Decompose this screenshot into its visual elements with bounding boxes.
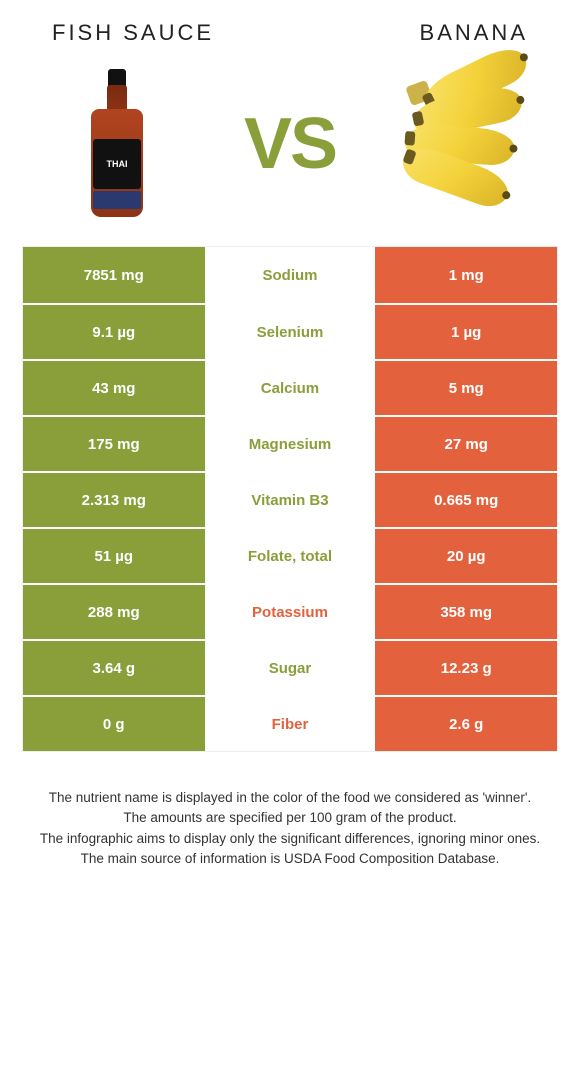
right-value: 1 mg: [375, 247, 557, 303]
right-value: 20 µg: [375, 527, 557, 583]
banana-image: [388, 64, 538, 224]
nutrient-label: Sugar: [205, 639, 376, 695]
fish-sauce-image: [42, 64, 192, 224]
right-value: 12.23 g: [375, 639, 557, 695]
footer-line: The amounts are specified per 100 gram o…: [28, 808, 552, 828]
left-food-title: Fish sauce: [52, 20, 214, 46]
left-value: 288 mg: [23, 583, 205, 639]
nutrient-label: Fiber: [205, 695, 376, 751]
nutrient-label: Selenium: [205, 303, 376, 359]
right-value: 2.6 g: [375, 695, 557, 751]
nutrient-label: Sodium: [205, 247, 376, 303]
right-value: 0.665 mg: [375, 471, 557, 527]
table-row: 0 gFiber2.6 g: [23, 695, 557, 751]
nutrient-label: Potassium: [205, 583, 376, 639]
table-row: 2.313 mgVitamin B30.665 mg: [23, 471, 557, 527]
nutrient-label: Calcium: [205, 359, 376, 415]
right-value: 1 µg: [375, 303, 557, 359]
vs-label: VS: [244, 103, 336, 185]
hero-row: VS: [22, 54, 558, 246]
table-row: 288 mgPotassium358 mg: [23, 583, 557, 639]
left-value: 0 g: [23, 695, 205, 751]
footer-line: The infographic aims to display only the…: [28, 829, 552, 849]
comparison-table: 7851 mgSodium1 mg9.1 µgSelenium1 µg43 mg…: [22, 246, 558, 752]
table-row: 7851 mgSodium1 mg: [23, 247, 557, 303]
table-row: 3.64 gSugar12.23 g: [23, 639, 557, 695]
right-value: 5 mg: [375, 359, 557, 415]
left-value: 43 mg: [23, 359, 205, 415]
nutrient-label: Vitamin B3: [205, 471, 376, 527]
table-row: 175 mgMagnesium27 mg: [23, 415, 557, 471]
nutrient-label: Magnesium: [205, 415, 376, 471]
bananas-icon: [388, 79, 538, 209]
table-row: 9.1 µgSelenium1 µg: [23, 303, 557, 359]
left-value: 9.1 µg: [23, 303, 205, 359]
footer-notes: The nutrient name is displayed in the co…: [22, 752, 558, 869]
right-value: 358 mg: [375, 583, 557, 639]
right-food-title: Banana: [420, 20, 528, 46]
left-value: 175 mg: [23, 415, 205, 471]
left-value: 51 µg: [23, 527, 205, 583]
table-row: 51 µgFolate, total20 µg: [23, 527, 557, 583]
bottle-icon: [87, 69, 147, 219]
left-value: 7851 mg: [23, 247, 205, 303]
left-value: 3.64 g: [23, 639, 205, 695]
header: Fish sauce Banana: [22, 20, 558, 54]
table-row: 43 mgCalcium5 mg: [23, 359, 557, 415]
footer-line: The main source of information is USDA F…: [28, 849, 552, 869]
right-value: 27 mg: [375, 415, 557, 471]
nutrient-label: Folate, total: [205, 527, 376, 583]
footer-line: The nutrient name is displayed in the co…: [28, 788, 552, 808]
left-value: 2.313 mg: [23, 471, 205, 527]
